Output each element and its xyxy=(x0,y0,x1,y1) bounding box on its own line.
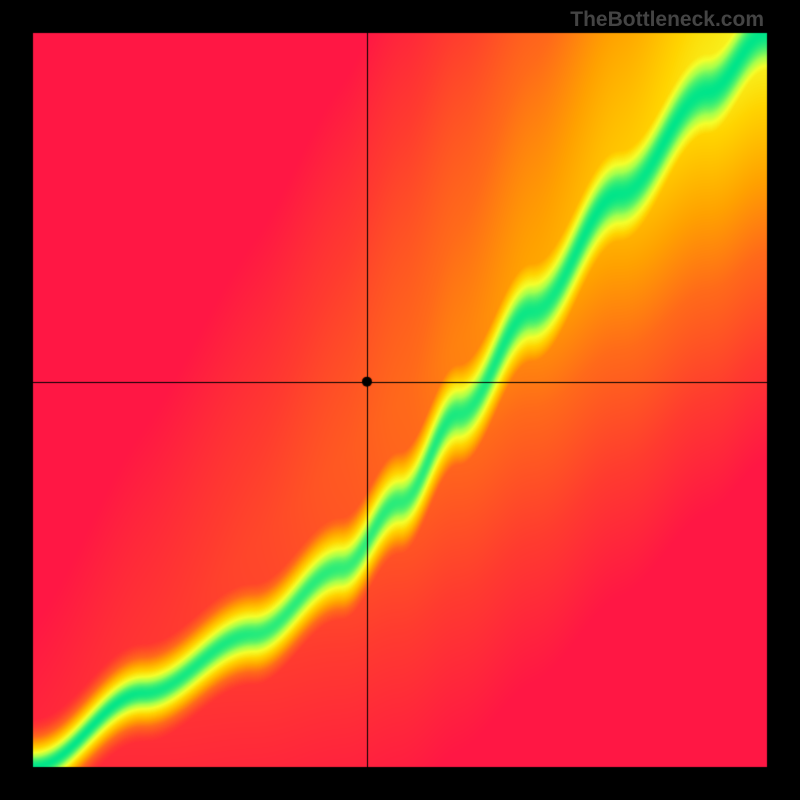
watermark-text: TheBottleneck.com xyxy=(570,8,764,32)
bottleneck-heatmap xyxy=(0,0,800,800)
